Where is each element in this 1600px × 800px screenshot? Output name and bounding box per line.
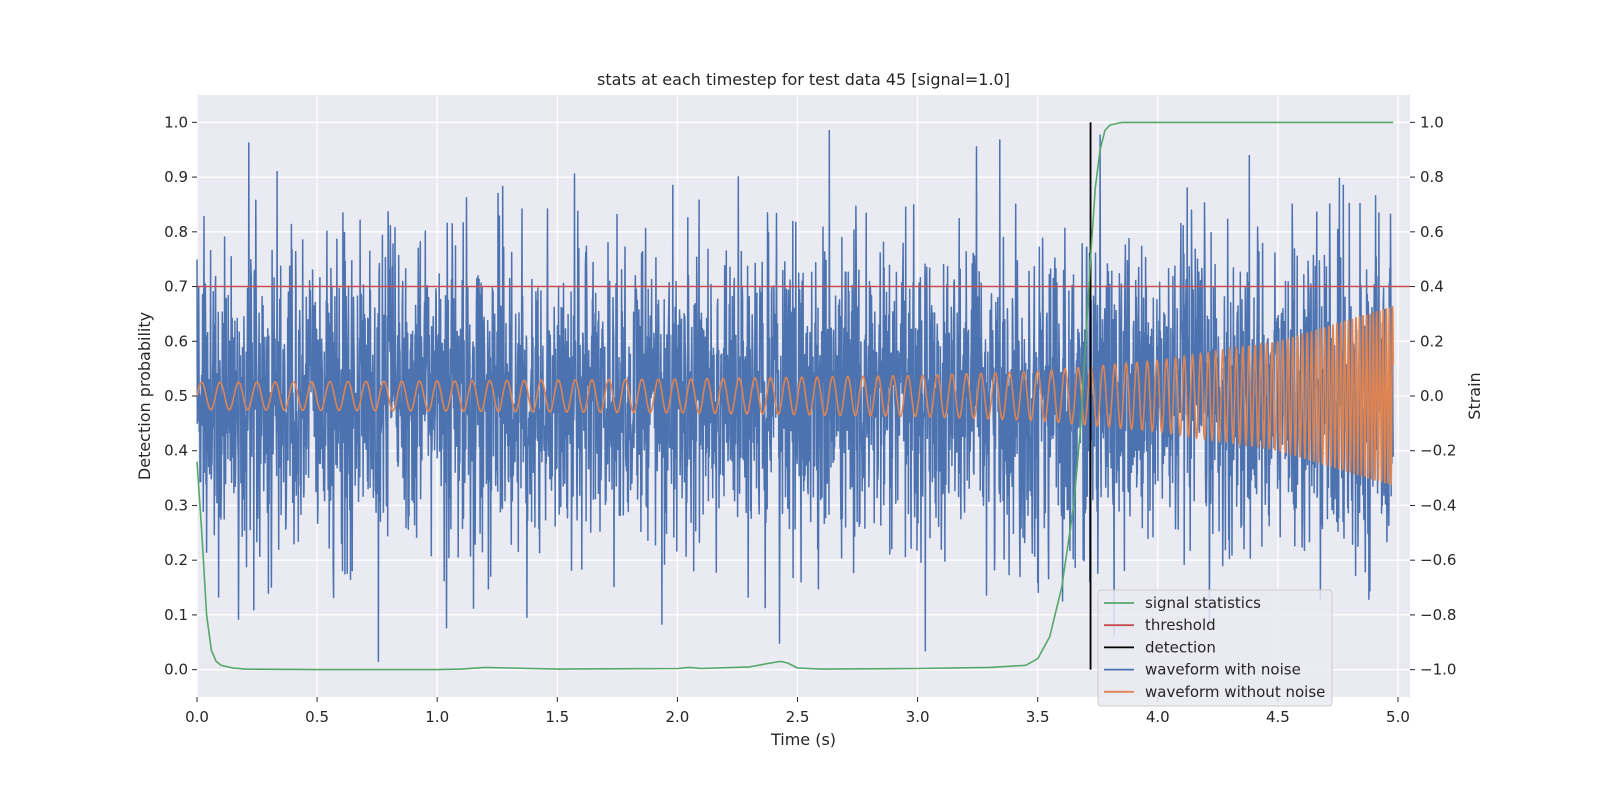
y-right-tick-label: −0.2 [1420, 442, 1456, 460]
legend-label: threshold [1145, 616, 1216, 634]
y-tick-label: 0.1 [164, 606, 188, 624]
legend-label: signal statistics [1145, 594, 1261, 612]
y-right-tick-label: 0.8 [1420, 168, 1444, 186]
x-tick-label: 2.0 [665, 708, 689, 726]
x-tick-label: 2.5 [786, 708, 810, 726]
legend-label: waveform with noise [1145, 661, 1301, 679]
y-tick-label: 0.5 [164, 387, 188, 405]
tick-layer: 0.0 0.5 1.0 1.5 2.0 2.5 3.0 3.5 4.0 4.5 5.0 0.0 0.1 0… [164, 113, 1456, 726]
x-tick-label: 5.0 [1386, 708, 1410, 726]
y-tick-label: 0.7 [164, 278, 188, 296]
y-right-tick-label: 1.0 [1420, 113, 1444, 131]
legend: signal statistics threshold detection wavef… [1097, 589, 1333, 707]
y-right-tick-label: −0.6 [1420, 551, 1456, 569]
y-tick-label: 0.2 [164, 551, 188, 569]
y-tick-label: 0.9 [164, 168, 188, 186]
x-tick-label: 3.5 [1026, 708, 1050, 726]
x-tick-label: 4.5 [1266, 708, 1290, 726]
x-axis-label: Time (s) [770, 730, 836, 749]
y-right-tick-label: 0.6 [1420, 223, 1444, 241]
chart-title: stats at each timestep for test data 45 … [597, 70, 1010, 89]
y-tick-label: 0.4 [164, 442, 188, 460]
y-tick-label: 0.3 [164, 496, 188, 514]
y-tick-label: 1.0 [164, 113, 188, 131]
series-signal-statistics [196, 121, 1394, 671]
y-axis-label-left: Detection probability [135, 312, 154, 480]
x-tick-label: 0.5 [305, 708, 329, 726]
y-right-tick-label: 0.4 [1420, 278, 1444, 296]
x-tick-label: 0.0 [185, 708, 209, 726]
y-axis-label-right: Strain [1465, 372, 1484, 419]
y-tick-label: 0.8 [164, 223, 188, 241]
y-tick-label: 0.0 [164, 661, 188, 679]
series-waveform-without-noise [196, 305, 1394, 486]
y-right-tick-label: 0.2 [1420, 332, 1444, 350]
y-right-tick-label: −1.0 [1420, 661, 1456, 679]
legend-label: detection [1145, 638, 1216, 656]
legend-label: waveform without noise [1145, 683, 1325, 701]
x-tick-label: 1.5 [545, 708, 569, 726]
y-right-tick-label: −0.8 [1420, 606, 1456, 624]
x-tick-label: 1.0 [425, 708, 449, 726]
series-layer [196, 121, 1410, 671]
x-tick-label: 3.0 [906, 708, 930, 726]
y-tick-label: 0.6 [164, 332, 188, 350]
x-tick-label: 4.0 [1146, 708, 1170, 726]
legend-box [1097, 589, 1333, 707]
y-right-tick-label: −0.4 [1420, 496, 1456, 514]
y-right-tick-label: 0.0 [1420, 387, 1444, 405]
